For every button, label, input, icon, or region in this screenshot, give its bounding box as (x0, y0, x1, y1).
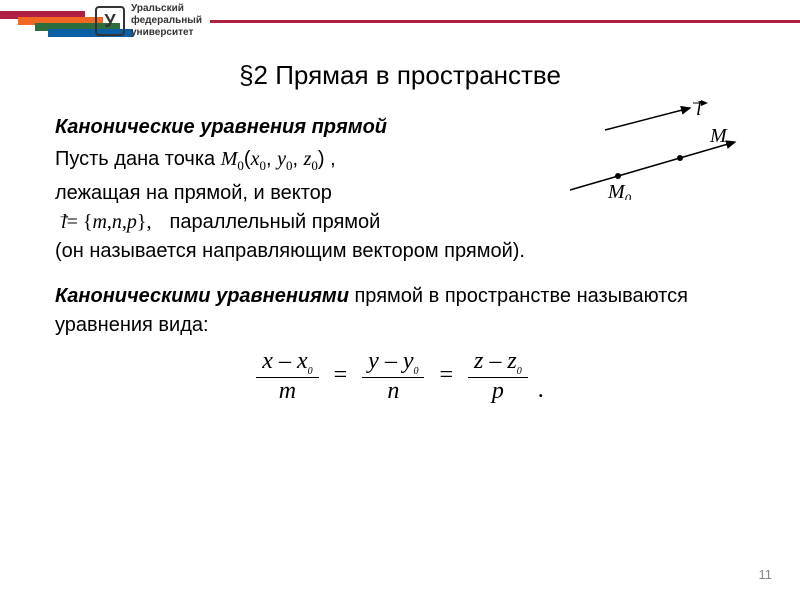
university-logo: У Уральский федеральный университет (95, 3, 202, 39)
page-number: 11 (759, 567, 773, 582)
slide-content: §2 Прямая в пространстве Канонические ур… (0, 60, 800, 404)
header-banner: У Уральский федеральный университет (0, 0, 800, 45)
text-direction-vector: (он называется направляющим вектором пря… (55, 237, 745, 266)
logo-text: Уральский федеральный университет (131, 3, 202, 39)
header-divider (210, 20, 800, 23)
logo-line3: университет (131, 27, 202, 39)
text-on-line: лежащая на прямой, и вектор (55, 179, 745, 208)
subheading-canonical: Канонические уравнения прямой (55, 113, 745, 142)
canonical-equation: x – x0 m = y – y0 n = z – z0 p . (55, 348, 745, 404)
slide-title: §2 Прямая в пространстве (55, 60, 745, 91)
logo-line1: Уральский (131, 3, 202, 15)
text-canonical-def: Каноническими уравнениями прямой в прост… (55, 282, 745, 340)
logo-mark: У (95, 6, 125, 36)
vector-definition: → l = { m, n, p }, параллельный прямой (55, 211, 745, 234)
logo-line2: федеральный (131, 15, 202, 27)
text-point-given: Пусть дана точка M0(x0, y0, z0) , (55, 145, 745, 176)
